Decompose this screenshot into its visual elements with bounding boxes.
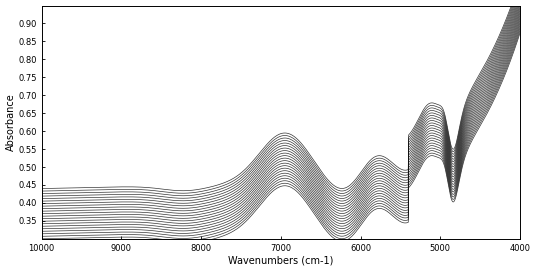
X-axis label: Wavenumbers (cm-1): Wavenumbers (cm-1) <box>228 256 333 265</box>
Y-axis label: Absorbance: Absorbance <box>5 93 16 151</box>
